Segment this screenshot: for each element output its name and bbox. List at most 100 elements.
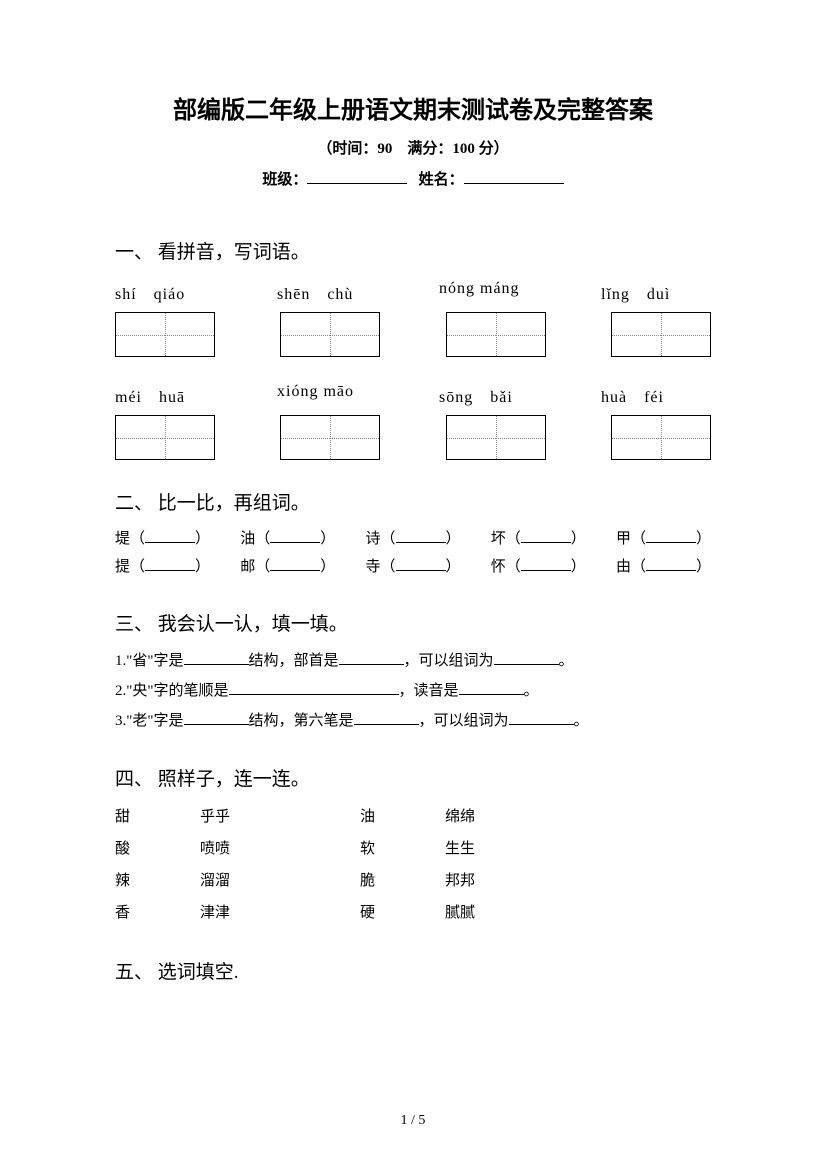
blank-field[interactable] (270, 527, 320, 543)
pinyin: xióng māo (277, 383, 387, 407)
blank-field[interactable] (459, 679, 524, 695)
blank-field[interactable] (646, 527, 696, 543)
text: 结构，第六笔是 (249, 713, 354, 729)
match-item: 乎乎 (200, 801, 230, 833)
match-col: 油 软 脆 硬 (360, 801, 375, 929)
pinyin-row-2: méi huā xióng māo sōng bǎi huà féi (115, 383, 711, 407)
text: 。 (559, 653, 574, 669)
text: 。 (524, 683, 539, 699)
match-col: 乎乎 喷喷 溜溜 津津 (200, 801, 230, 929)
section1-heading: 一、 看拼音，写词语。 (115, 237, 711, 264)
char-box[interactable] (611, 415, 711, 460)
match-item: 邦邦 (445, 865, 475, 897)
blank-field[interactable] (339, 649, 404, 665)
section3-heading: 三、 我会认一认，填一填。 (115, 609, 711, 636)
compare-line-2: 提（） 邮（） 寺（） 怀（） 由（） (115, 553, 711, 581)
text: 2."央"字的笔顺是 (115, 683, 229, 699)
pinyin: shēn chù (277, 280, 387, 304)
match-item: 腻腻 (445, 897, 475, 929)
text: 结构，部首是 (249, 653, 339, 669)
blank-field[interactable] (184, 649, 249, 665)
blank-field[interactable] (396, 555, 446, 571)
section4-heading: 四、 照样子，连一连。 (115, 764, 711, 791)
blank-field[interactable] (145, 527, 195, 543)
match-left: 甜 酸 辣 香 乎乎 喷喷 溜溜 津津 (115, 801, 230, 929)
match-item: 喷喷 (200, 833, 230, 865)
name-label: 姓名： (419, 172, 464, 188)
char: 坏 (491, 531, 506, 547)
blank-field[interactable] (270, 555, 320, 571)
match-item: 辣 (115, 865, 130, 897)
blank-field[interactable] (229, 679, 399, 695)
char-box[interactable] (115, 415, 215, 460)
pinyin: huà féi (601, 383, 711, 407)
q3-1: 1."省"字是 结构，部首是 ，可以组词为 。 (115, 646, 711, 676)
char: 甲 (616, 531, 631, 547)
pinyin-row-1: shí qiáo shēn chù nóng máng lǐng duì (115, 280, 711, 304)
pinyin: méi huā (115, 383, 225, 407)
match-item: 酸 (115, 833, 130, 865)
name-field[interactable] (464, 168, 564, 184)
blank-field[interactable] (494, 649, 559, 665)
pinyin: lǐng duì (601, 280, 711, 304)
match-item: 脆 (360, 865, 375, 897)
text: 1."省"字是 (115, 653, 184, 669)
char: 油 (240, 531, 255, 547)
class-field[interactable] (307, 168, 407, 184)
student-info-row: 班级： 姓名： (115, 168, 711, 189)
text: ，可以组词为 (419, 713, 509, 729)
match-item: 甜 (115, 801, 130, 833)
char-box[interactable] (446, 415, 546, 460)
blank-field[interactable] (396, 527, 446, 543)
char-box-row-2 (115, 415, 711, 460)
match-item: 溜溜 (200, 865, 230, 897)
pinyin: nóng máng (439, 280, 549, 304)
page-title: 部编版二年级上册语文期末测试卷及完整答案 (115, 90, 711, 125)
char-box-row-1 (115, 312, 711, 357)
q3-3: 3."老"字是 结构，第六笔是 ，可以组词为 。 (115, 706, 711, 736)
match-item: 软 (360, 833, 375, 865)
match-col: 甜 酸 辣 香 (115, 801, 130, 929)
match-table: 甜 酸 辣 香 乎乎 喷喷 溜溜 津津 油 软 脆 硬 绵绵 生生 邦邦 腻腻 (115, 801, 711, 929)
blank-field[interactable] (646, 555, 696, 571)
match-col: 绵绵 生生 邦邦 腻腻 (445, 801, 475, 929)
q3-2: 2."央"字的笔顺是 ，读音是 。 (115, 676, 711, 706)
blank-field[interactable] (145, 555, 195, 571)
match-item: 津津 (200, 897, 230, 929)
match-item: 绵绵 (445, 801, 475, 833)
char: 怀 (491, 559, 506, 575)
char: 堤 (115, 531, 130, 547)
section5-heading: 五、 选词填空. (115, 957, 711, 984)
page-footer: 1 / 5 (0, 1113, 826, 1129)
blank-field[interactable] (521, 527, 571, 543)
char: 邮 (240, 559, 255, 575)
text: ，读音是 (399, 683, 459, 699)
blank-field[interactable] (521, 555, 571, 571)
compare-line-1: 堤（） 油（） 诗（） 坏（） 甲（） (115, 525, 711, 553)
match-item: 香 (115, 897, 130, 929)
subtitle: （时间：90 满分：100 分） (115, 137, 711, 158)
blank-field[interactable] (184, 709, 249, 725)
char-box[interactable] (446, 312, 546, 357)
char: 诗 (365, 531, 380, 547)
text: 3."老"字是 (115, 713, 184, 729)
text: ，可以组词为 (404, 653, 494, 669)
pinyin: shí qiáo (115, 280, 225, 304)
pinyin: sōng bǎi (439, 383, 549, 407)
char: 提 (115, 559, 130, 575)
char: 寺 (365, 559, 380, 575)
match-item: 生生 (445, 833, 475, 865)
blank-field[interactable] (509, 709, 574, 725)
char-box[interactable] (280, 312, 380, 357)
char: 由 (616, 559, 631, 575)
char-box[interactable] (115, 312, 215, 357)
match-item: 硬 (360, 897, 375, 929)
char-box[interactable] (611, 312, 711, 357)
blank-field[interactable] (354, 709, 419, 725)
class-label: 班级： (262, 172, 307, 188)
match-item: 油 (360, 801, 375, 833)
section2-heading: 二、 比一比，再组词。 (115, 488, 711, 515)
char-box[interactable] (280, 415, 380, 460)
text: 。 (574, 713, 589, 729)
match-right: 油 软 脆 硬 绵绵 生生 邦邦 腻腻 (360, 801, 475, 929)
